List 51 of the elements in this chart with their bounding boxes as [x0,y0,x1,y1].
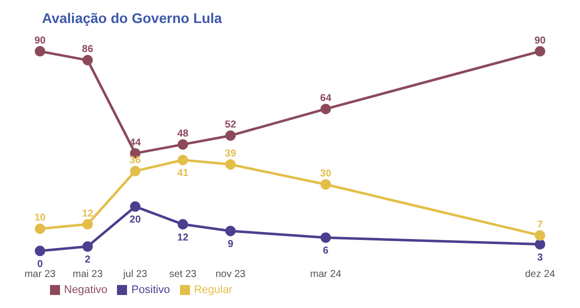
x-tick-label: set 23 [169,269,197,280]
data-label: 39 [224,148,236,160]
point [225,159,236,170]
data-label: 48 [177,128,189,140]
data-label: 9 [228,238,234,250]
data-label: 12 [82,208,94,220]
x-tick-label: mar 24 [310,269,342,280]
data-label: 86 [82,44,94,56]
point [320,104,331,114]
point [320,232,331,243]
point [178,139,188,150]
data-label: 36 [130,155,142,166]
data-label: 10 [34,212,46,224]
point [82,219,93,230]
data-label: 12 [177,232,189,244]
point [178,154,188,166]
x-tick-label: dez 24 [524,269,556,280]
x-tick-label: jul 23 [122,269,148,280]
data-label: 30 [320,168,332,180]
legend-label: Negativo [64,284,108,296]
x-tick-label: mai 23 [72,269,104,280]
point [225,226,236,236]
point [82,241,93,252]
point [82,54,93,66]
chart-title: Avaliação do Governo Lula [42,10,222,26]
data-label: 52 [224,120,236,131]
legend-label: Regular [194,284,232,296]
data-label: 64 [320,92,332,104]
legend-label: Positivo [131,284,170,296]
point [130,166,140,176]
data-label: 7 [537,219,544,230]
x-tick-label: mar 23 [24,269,56,280]
point [130,201,140,212]
point [34,223,46,234]
point [178,219,188,230]
point [225,130,236,141]
point [34,246,46,256]
data-label: 6 [322,246,329,257]
point [320,179,331,190]
data-label: 3 [537,252,544,264]
point [534,239,546,250]
data-label: 20 [130,214,142,226]
point [534,230,546,241]
point [34,46,46,57]
data-label: 90 [534,35,546,46]
point [534,46,546,57]
data-label: 90 [34,35,46,46]
x-tick-label: nov 23 [215,269,246,280]
data-label: 2 [84,254,91,266]
data-label: 41 [177,168,189,179]
data-label: 0 [37,258,44,270]
